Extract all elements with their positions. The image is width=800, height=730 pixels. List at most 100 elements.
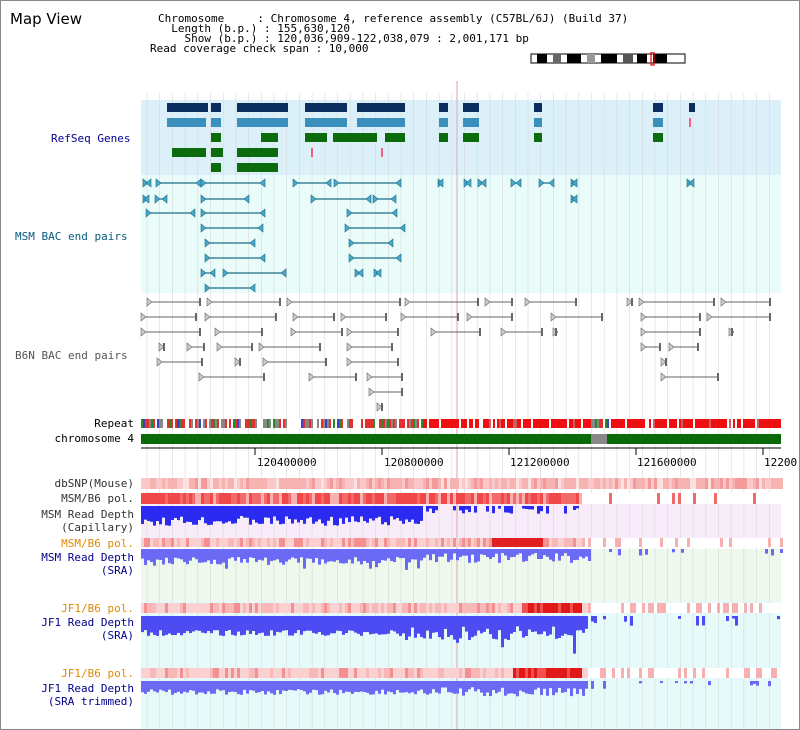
polymorphism-cell (270, 478, 273, 489)
polymorphism-cell (543, 493, 546, 504)
depth-bar (210, 616, 213, 634)
msm-bac-pair-end (200, 194, 207, 204)
polymorphism-cell (219, 478, 222, 489)
polymorphism-cell (210, 538, 213, 547)
repeat-segment (335, 419, 337, 428)
track-label-b6n-bac[interactable]: B6N BAC end pairs (15, 349, 128, 362)
polymorphism-cell (672, 668, 675, 678)
polymorphism-cell (282, 603, 285, 613)
b6n-bac-pair-end (346, 327, 353, 337)
polymorphism-cell (306, 493, 309, 504)
depth-bar (336, 506, 339, 526)
repeat-segment (531, 419, 533, 428)
depth-bar (282, 681, 285, 691)
polymorphism-cell (216, 538, 219, 547)
polymorphism-cell (648, 603, 651, 613)
b6n-bac-pair-end (640, 327, 647, 337)
polymorphism-cell (750, 478, 753, 489)
depth-bar (375, 681, 378, 691)
repeat-segment (367, 419, 369, 428)
polymorphism-cell (171, 668, 174, 678)
polymorphism-cell (552, 668, 555, 678)
polymorphism-cell (228, 603, 231, 613)
depth-bar (318, 616, 321, 633)
track-label-jf1-b6-pol-1[interactable]: JF1/B6 pol. (61, 602, 134, 615)
track-label-dbsnp[interactable]: dbSNP(Mouse) (54, 477, 134, 490)
track-label-msm-depth-sra-1[interactable]: MSM Read Depth (41, 551, 134, 564)
depth-bar (249, 616, 252, 634)
polymorphism-cell (159, 493, 162, 504)
depth-bar (141, 506, 144, 524)
polymorphism-cell (405, 493, 408, 504)
polymorphism-cell (147, 668, 150, 678)
track-label-msm-bac[interactable]: MSM BAC end pairs (15, 230, 128, 243)
track-label-jf1-depth-trim-1[interactable]: JF1 Read Depth (41, 682, 134, 695)
b6n-bac-pair-end (397, 358, 399, 366)
track-label-repeat[interactable]: Repeat (94, 417, 134, 430)
gene-feature (439, 103, 448, 112)
polymorphism-cell (615, 538, 618, 547)
polymorphism-cell (414, 538, 417, 547)
polymorphism-cell (384, 493, 387, 504)
ideogram-position-marker (650, 52, 655, 66)
repeat-segment (687, 419, 689, 428)
depth-bar (465, 549, 468, 556)
polymorphism-cell (228, 493, 231, 504)
msm-bac-pair-end (395, 178, 402, 188)
chromosome-ideogram[interactable] (529, 52, 689, 66)
polymorphism-cell (453, 493, 456, 504)
track-label-jf1-b6-pol-2[interactable]: JF1/B6 pol. (61, 667, 134, 680)
repeat-segment (667, 419, 669, 428)
polymorphism-cell (273, 603, 276, 613)
polymorphism-cell (723, 603, 726, 613)
depth-bar (207, 681, 210, 692)
polymorphism-cell (306, 478, 309, 489)
depth-bar (315, 616, 318, 634)
polymorphism-cell (279, 478, 282, 489)
polymorphism-cell (618, 493, 621, 504)
depth-bar (771, 549, 774, 556)
repeat-segment (377, 419, 379, 428)
polymorphism-cell (174, 668, 177, 678)
polymorphism-cell (429, 668, 432, 678)
polymorphism-cell (225, 668, 228, 678)
polymorphism-cell (207, 603, 210, 613)
depth-bar (261, 616, 264, 633)
polymorphism-cell (588, 603, 591, 613)
track-label-chromosome[interactable]: chromosome 4 (54, 432, 134, 445)
repeat-segment (619, 419, 621, 428)
polymorphism-cell (429, 478, 432, 489)
polymorphism-cell (543, 538, 546, 547)
polymorphism-cell (648, 493, 651, 504)
polymorphism-cell (402, 603, 405, 613)
msm-bac-pair-end (145, 178, 152, 188)
polymorphism-cell (198, 493, 201, 504)
polymorphism-cell (318, 478, 321, 489)
depth-bar (588, 549, 591, 561)
track-label-refseq[interactable]: RefSeq Genes (51, 132, 131, 145)
track-label-msm-depth-cap-1[interactable]: MSM Read Depth (41, 508, 134, 521)
polymorphism-cell (774, 668, 777, 678)
polymorphism-cell (201, 493, 204, 504)
depth-bar (441, 549, 444, 557)
depth-bar (333, 616, 336, 634)
depth-bar (567, 681, 570, 689)
depth-bar (459, 549, 462, 557)
track-label-jf1-depth-sra-1[interactable]: JF1 Read Depth (41, 616, 134, 629)
polymorphism-cell (705, 538, 708, 547)
depth-bar (228, 506, 231, 522)
polymorphism-cell (573, 603, 576, 613)
polymorphism-cell (756, 493, 759, 504)
b6n-bac-pair-end (158, 342, 165, 352)
depth-bar (246, 506, 249, 518)
track-label-msm-b6-pol-1[interactable]: MSM/B6 pol. (61, 492, 134, 505)
repeat-segment (249, 419, 251, 428)
track-label-msm-b6-pol-2[interactable]: MSM/B6 pol. (61, 537, 134, 550)
repeat-segment (565, 419, 567, 428)
depth-bar (753, 681, 756, 684)
depth-bar (477, 681, 480, 690)
polymorphism-cell (405, 478, 408, 489)
polymorphism-cell (177, 668, 180, 678)
depth-bar (549, 549, 552, 560)
